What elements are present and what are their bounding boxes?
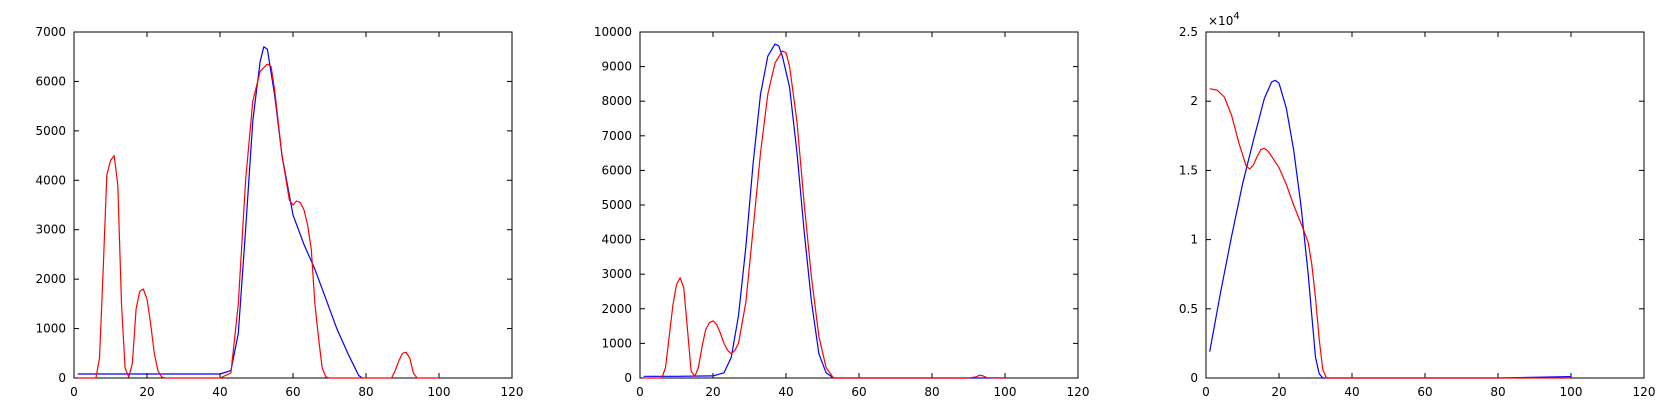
y-tick-label: 2000 [35,272,66,286]
y-tick-label: 1000 [601,336,632,350]
chart-panel-1: 0 20 40 60 80 100 120 0 1000 2000 3000 4000 5000 6000… [35,25,523,399]
x-tick-label: 80 [1490,385,1505,399]
y-tick-label: 2000 [601,302,632,316]
y-tick-label: 10000 [594,25,632,39]
plot-area-frame [1205,31,1645,379]
y-tick-label: 1000 [35,322,66,336]
y-tick-label: 5000 [601,198,632,212]
x-tick-label: 80 [924,385,939,399]
x-tick-label: 20 [705,385,720,399]
series-line-1 [77,46,363,379]
series-line-1 [643,43,1005,379]
x-tick-label: 80 [358,385,373,399]
y-tick-label: 6000 [601,163,632,177]
y-tick-label: 4000 [35,173,66,187]
x-tick-label: 20 [1271,385,1286,399]
y-tick-label: 3000 [35,223,66,237]
x-tick-label: 100 [428,385,451,399]
series-line-2 [1209,88,1571,379]
plot-area-frame [639,31,1079,379]
series-line-2 [77,63,439,379]
x-tick-label: 40 [778,385,793,399]
x-tick-label: 100 [994,385,1017,399]
y-tick-label: 7000 [35,25,66,39]
y-tick-label: 2 [1190,94,1198,108]
x-tick-label: 120 [1633,385,1656,399]
chart-panel-3: 0 20 40 60 80 100 120 0 0.5 1 1.5 2 2.5 ×104 [1179,11,1656,399]
x-tick-label: 120 [501,385,524,399]
x-tick-label: 120 [1067,385,1090,399]
x-tick-label: 0 [636,385,644,399]
y-tick-label: 6000 [35,74,66,88]
x-tick-label: 0 [1202,385,1210,399]
x-tick-label: 0 [70,385,78,399]
x-tick-label: 60 [851,385,866,399]
y-tick-label: 9000 [601,60,632,74]
y-tick-label: 2.5 [1179,25,1198,39]
x-tick-label: 40 [1344,385,1359,399]
y-tick-label: 0.5 [1179,302,1198,316]
y-tick-label: 1 [1190,233,1198,247]
chart-panel-2: 0 20 40 60 80 100 120 0 1000 2000 3000 4000 5000 6000… [594,25,1090,399]
y-tick-label: 7000 [601,129,632,143]
y-tick-label: 0 [624,371,632,385]
y-tick-label: 5000 [35,124,66,138]
x-tick-label: 60 [285,385,300,399]
x-tick-label: 20 [139,385,154,399]
y-tick-label: 0 [58,371,66,385]
y-tick-label: 8000 [601,94,632,108]
y-tick-label: 1.5 [1179,163,1198,177]
series-line-1 [1209,79,1572,379]
x-tick-label: 60 [1417,385,1432,399]
y-tick-label: 3000 [601,267,632,281]
y-tick-label: 0 [1190,371,1198,385]
x-tick-label: 100 [1560,385,1583,399]
x-tick-label: 40 [212,385,227,399]
y-tick-label: 4000 [601,233,632,247]
series-line-2 [643,50,1006,379]
y-exponent-power: 4 [1233,11,1239,22]
y-exponent-label: ×104 [1208,11,1240,28]
